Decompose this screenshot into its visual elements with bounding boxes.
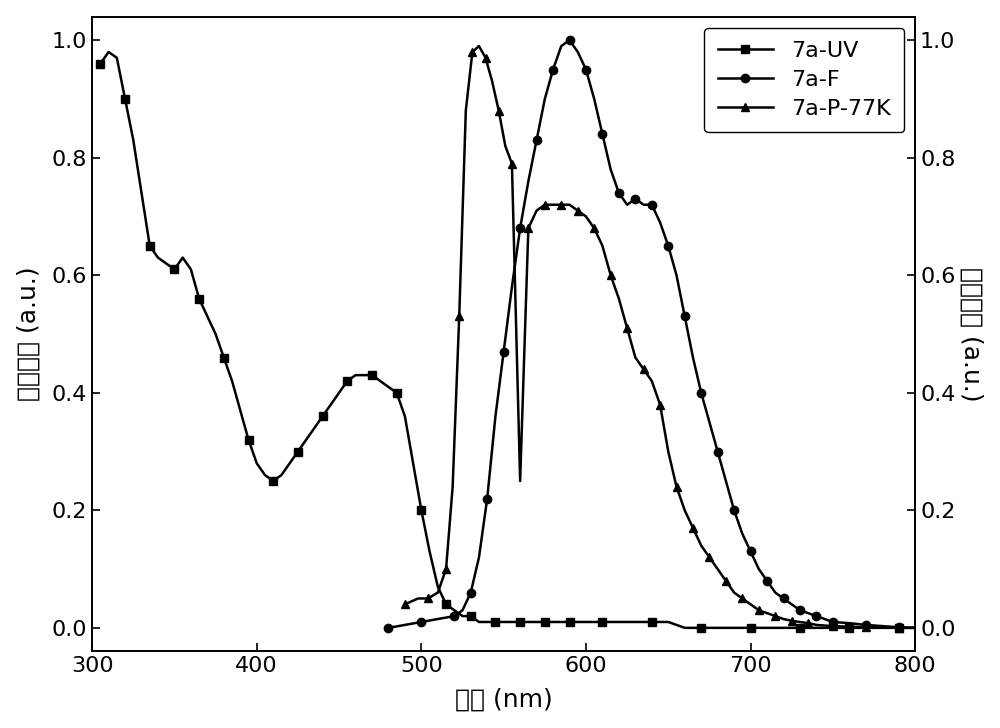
7a-F [382,623,394,632]
7a-F [909,623,921,632]
7a-P-77K [712,565,724,574]
7a-P-77K [893,623,905,632]
7a-UV [489,617,501,626]
7a-F [679,312,691,321]
Legend: 7a-UV, 7a-F, 7a-P-77K: 7a-UV, 7a-F, 7a-P-77K [704,28,904,132]
X-axis label: 波长 (nm): 波长 (nm) [455,687,553,711]
7a-UV [498,617,510,626]
7a-UV [391,389,403,397]
7a-P-77K [909,623,921,632]
7a-P-77K [514,477,526,486]
Y-axis label: 吸收强度 (a.u.): 吸收强度 (a.u.) [17,266,41,401]
7a-UV [547,617,559,626]
7a-F [399,620,411,629]
7a-F [720,477,732,486]
7a-UV [909,623,921,632]
7a-P-77K [794,617,806,626]
Line: 7a-UV: 7a-UV [96,48,919,632]
7a-F [703,418,715,427]
7a-P-77K [399,600,411,609]
Line: 7a-F: 7a-F [384,36,919,632]
7a-UV [679,623,691,632]
7a-UV [94,59,106,68]
7a-F [588,95,600,103]
7a-UV [522,617,534,626]
7a-P-77K [745,600,757,609]
7a-UV [794,623,806,632]
7a-F [769,588,781,597]
7a-UV [103,47,115,56]
7a-P-77K [506,159,518,168]
7a-F [564,36,576,44]
7a-P-77K [860,623,872,632]
Line: 7a-P-77K: 7a-P-77K [401,42,919,632]
Y-axis label: 发光强度 (a.u.): 发光强度 (a.u.) [959,266,983,401]
7a-P-77K [473,41,485,50]
